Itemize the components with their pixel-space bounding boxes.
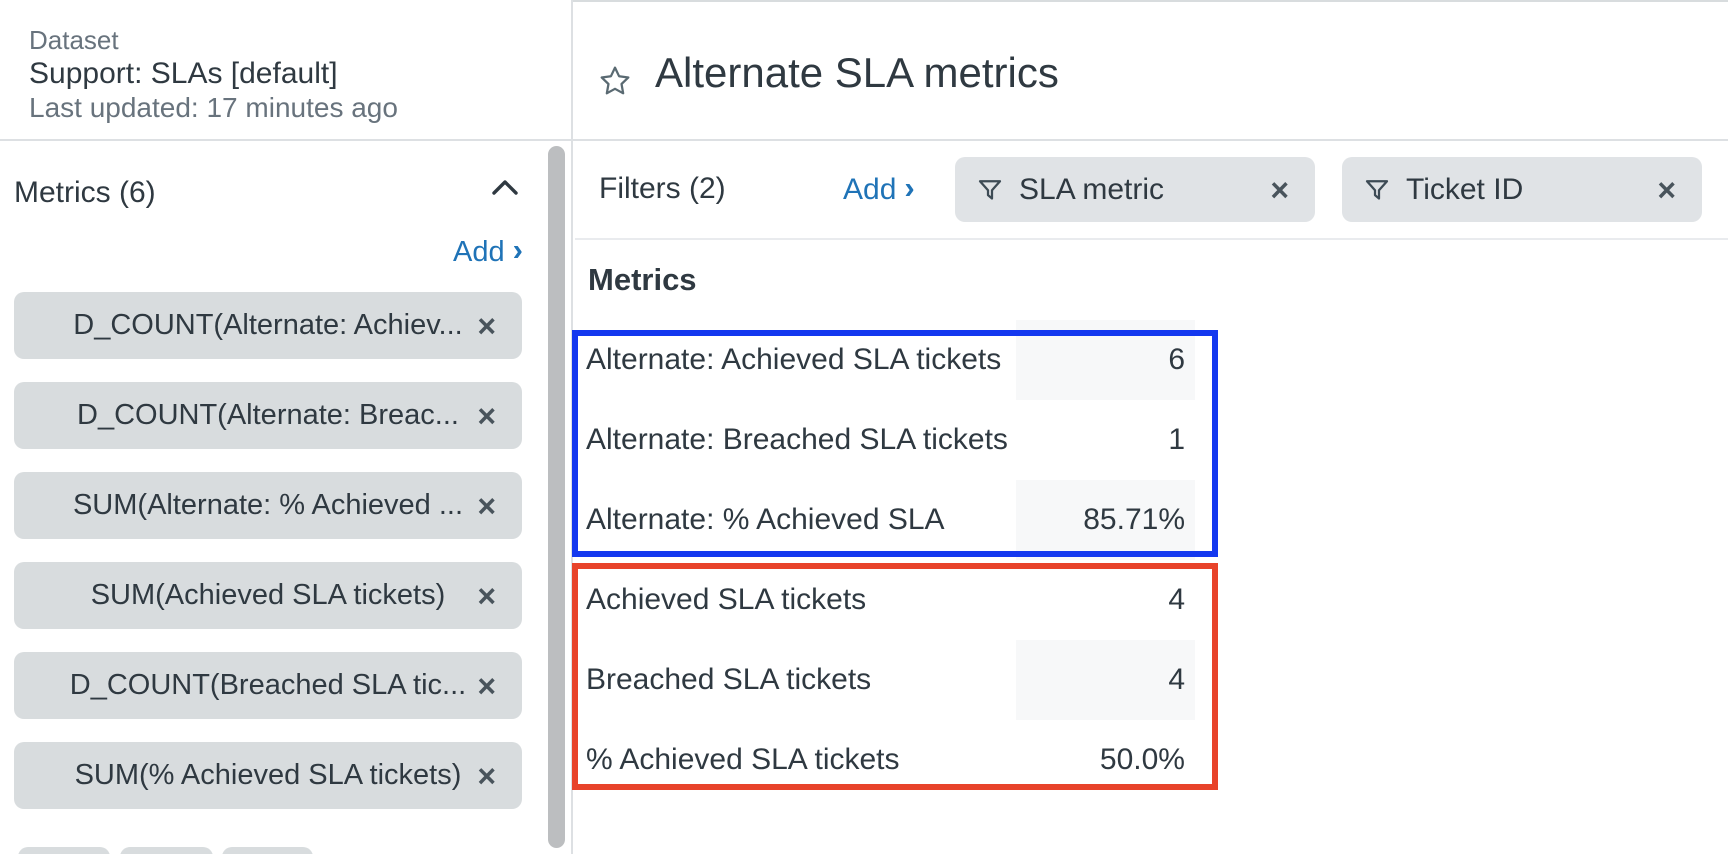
- metric-pill[interactable]: D_COUNT(Breached SLA tic... ×: [14, 652, 522, 719]
- metric-pill-label: D_COUNT(Alternate: Achiev...: [73, 309, 463, 341]
- metric-label: Alternate: Achieved SLA tickets: [586, 343, 1002, 376]
- add-filter-label: Add: [843, 173, 897, 206]
- metric-value: 50.0%: [1099, 743, 1185, 776]
- metric-pill-label: SUM(Achieved SLA tickets): [90, 579, 446, 611]
- remove-metric-icon[interactable]: ×: [477, 757, 496, 794]
- metric-value: 1: [1168, 423, 1185, 456]
- top-border: [0, 0, 1728, 2]
- star-icon: [597, 63, 633, 99]
- add-filter-link[interactable]: Add ›: [843, 170, 915, 207]
- remove-metric-icon[interactable]: ×: [477, 577, 496, 614]
- table-row: % Achieved SLA tickets 50.0%: [573, 720, 1218, 800]
- metrics-section-title: Metrics (6): [14, 176, 156, 209]
- metric-label: Alternate: % Achieved SLA: [586, 503, 945, 536]
- query-title[interactable]: Alternate SLA metrics: [655, 49, 1059, 96]
- results-section-title: Metrics: [588, 262, 697, 297]
- header-divider: [0, 139, 1728, 141]
- table-row: Alternate: % Achieved SLA 85.71%: [573, 480, 1218, 560]
- chevron-right-icon: ›: [512, 232, 523, 267]
- metric-pill-label: SUM(% Achieved SLA tickets): [74, 759, 462, 791]
- filters-divider: [575, 238, 1728, 240]
- table-row: Breached SLA tickets 4: [573, 640, 1218, 720]
- partial-pill[interactable]: [222, 847, 313, 854]
- metric-value: 4: [1016, 640, 1195, 720]
- remove-metric-icon[interactable]: ×: [477, 487, 496, 524]
- funnel-icon: [975, 175, 1005, 205]
- partial-pill[interactable]: [120, 847, 213, 854]
- metric-value: 6: [1016, 320, 1195, 400]
- metric-pill[interactable]: SUM(Alternate: % Achieved ... ×: [14, 472, 522, 539]
- dataset-last-updated: Last updated: 17 minutes ago: [29, 92, 398, 123]
- chevron-right-icon: ›: [904, 170, 915, 205]
- table-row: Alternate: Achieved SLA tickets 6: [573, 320, 1218, 400]
- remove-metric-icon[interactable]: ×: [477, 667, 496, 704]
- metric-label: Alternate: Breached SLA tickets: [586, 423, 1008, 456]
- sidebar-scrollbar[interactable]: [548, 146, 565, 848]
- remove-metric-icon[interactable]: ×: [477, 397, 496, 434]
- metric-pill[interactable]: SUM(Achieved SLA tickets) ×: [14, 562, 522, 629]
- chevron-up-icon: [490, 177, 520, 199]
- metric-pill[interactable]: SUM(% Achieved SLA tickets) ×: [14, 742, 522, 809]
- filter-pill-label: Ticket ID: [1406, 172, 1524, 206]
- favorite-star-button[interactable]: [597, 63, 633, 99]
- metric-value: 85.71%: [1016, 480, 1195, 560]
- dataset-name: Support: SLAs [default]: [29, 57, 338, 90]
- metric-pill-label: SUM(Alternate: % Achieved ...: [72, 489, 464, 521]
- add-metric-link[interactable]: Add ›: [453, 232, 523, 269]
- remove-filter-icon[interactable]: ×: [1270, 171, 1289, 208]
- filter-pill-ticket-id[interactable]: Ticket ID ×: [1342, 157, 1702, 222]
- filters-section-title: Filters (2): [599, 172, 726, 205]
- metric-label: % Achieved SLA tickets: [586, 743, 900, 776]
- dataset-info: Dataset Support: SLAs [default] Last upd…: [29, 24, 398, 124]
- metrics-collapse-button[interactable]: [490, 177, 520, 199]
- remove-metric-icon[interactable]: ×: [477, 307, 496, 344]
- dataset-label: Dataset: [29, 25, 119, 55]
- metric-pill-list: D_COUNT(Alternate: Achiev... × D_COUNT(A…: [0, 292, 573, 832]
- remove-filter-icon[interactable]: ×: [1657, 171, 1676, 208]
- metric-pill-label: D_COUNT(Breached SLA tic...: [69, 669, 467, 701]
- metric-label: Achieved SLA tickets: [586, 583, 867, 616]
- metric-pill[interactable]: D_COUNT(Alternate: Achiev... ×: [14, 292, 522, 359]
- table-row: Achieved SLA tickets 4: [573, 560, 1218, 640]
- filter-pill-sla-metric[interactable]: SLA metric ×: [955, 157, 1315, 222]
- funnel-icon: [1362, 175, 1392, 205]
- filter-pill-label: SLA metric: [1019, 172, 1165, 206]
- metric-pill[interactable]: D_COUNT(Alternate: Breac... ×: [14, 382, 522, 449]
- partial-pill[interactable]: [18, 847, 110, 854]
- dataset-sidebar: Dataset Support: SLAs [default] Last upd…: [0, 0, 573, 854]
- metrics-results-table: Alternate: Achieved SLA tickets 6 Altern…: [573, 320, 1218, 800]
- metric-pill-label: D_COUNT(Alternate: Breac...: [77, 399, 459, 431]
- add-metric-label: Add: [453, 236, 505, 268]
- metric-label: Breached SLA tickets: [586, 663, 872, 696]
- metric-value: 4: [1168, 583, 1185, 616]
- table-row: Alternate: Breached SLA tickets 1: [573, 400, 1218, 480]
